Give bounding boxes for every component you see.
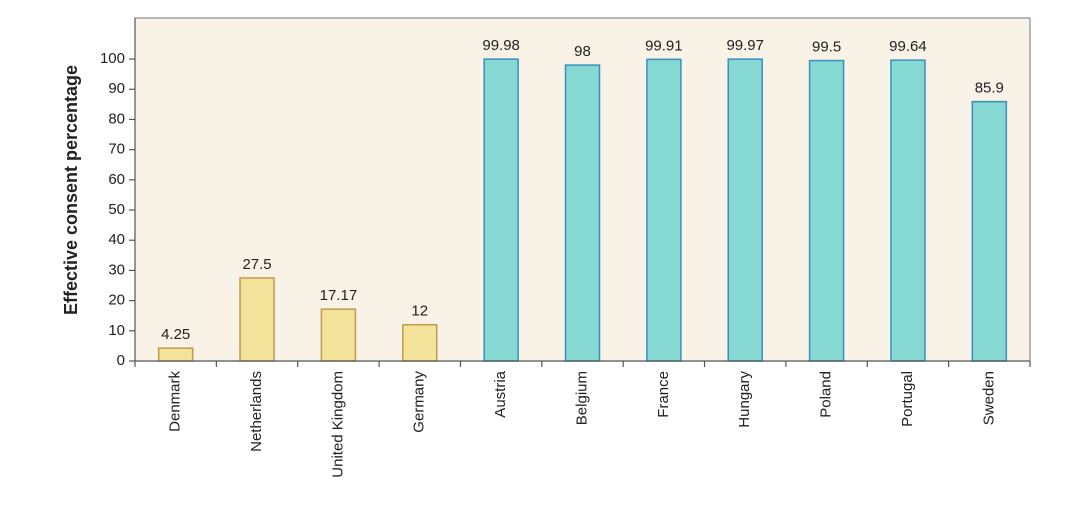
x-tick-label: Denmark bbox=[167, 371, 184, 432]
data-label: 12 bbox=[411, 303, 428, 320]
y-tick-label: 70 bbox=[108, 141, 125, 158]
x-tick-label: Poland bbox=[818, 371, 835, 418]
y-axis-label: Effective consent percentage bbox=[61, 65, 81, 315]
bar bbox=[564, 64, 601, 362]
bar bbox=[727, 58, 763, 362]
bar bbox=[320, 308, 357, 362]
data-label: 27.5 bbox=[242, 256, 271, 273]
data-label: 17.17 bbox=[320, 287, 358, 304]
x-tick-label: Germany bbox=[411, 371, 428, 433]
data-label: 99.98 bbox=[482, 37, 520, 54]
data-label: 4.25 bbox=[161, 326, 190, 343]
y-tick-label: 20 bbox=[108, 292, 125, 309]
y-tick-label: 30 bbox=[108, 261, 125, 278]
bar bbox=[483, 58, 519, 362]
y-tick-label: 100 bbox=[100, 50, 125, 67]
y-tick-label: 60 bbox=[108, 171, 125, 188]
y-tick-label: 80 bbox=[108, 110, 125, 127]
x-tick-label: Netherlands bbox=[248, 371, 265, 452]
x-tick-label: Hungary bbox=[736, 371, 753, 428]
y-tick-label: 40 bbox=[108, 231, 125, 248]
data-label: 99.5 bbox=[812, 39, 841, 56]
x-tick-label: France bbox=[655, 371, 672, 418]
x-tick-label: Sweden bbox=[980, 371, 997, 425]
bar bbox=[239, 277, 275, 362]
data-label: 85.9 bbox=[975, 80, 1004, 97]
y-tick-label: 90 bbox=[108, 80, 125, 97]
bar bbox=[808, 59, 845, 362]
bar bbox=[402, 324, 438, 362]
y-tick-label: 0 bbox=[117, 352, 125, 369]
data-label: 99.64 bbox=[889, 38, 927, 55]
x-tick-label: Portugal bbox=[899, 371, 916, 427]
x-tick-label: Austria bbox=[492, 370, 509, 417]
x-tick-label: United Kingdom bbox=[329, 371, 346, 478]
bar bbox=[157, 347, 194, 362]
bar bbox=[971, 100, 1008, 362]
y-tick-label: 10 bbox=[108, 322, 125, 339]
data-label: 99.91 bbox=[645, 37, 683, 54]
bar bbox=[890, 59, 926, 362]
y-tick-label: 50 bbox=[108, 201, 125, 218]
bar bbox=[646, 58, 682, 362]
data-label: 98 bbox=[574, 43, 591, 60]
x-tick-label: Belgium bbox=[573, 371, 590, 425]
data-label: 99.97 bbox=[726, 37, 764, 54]
